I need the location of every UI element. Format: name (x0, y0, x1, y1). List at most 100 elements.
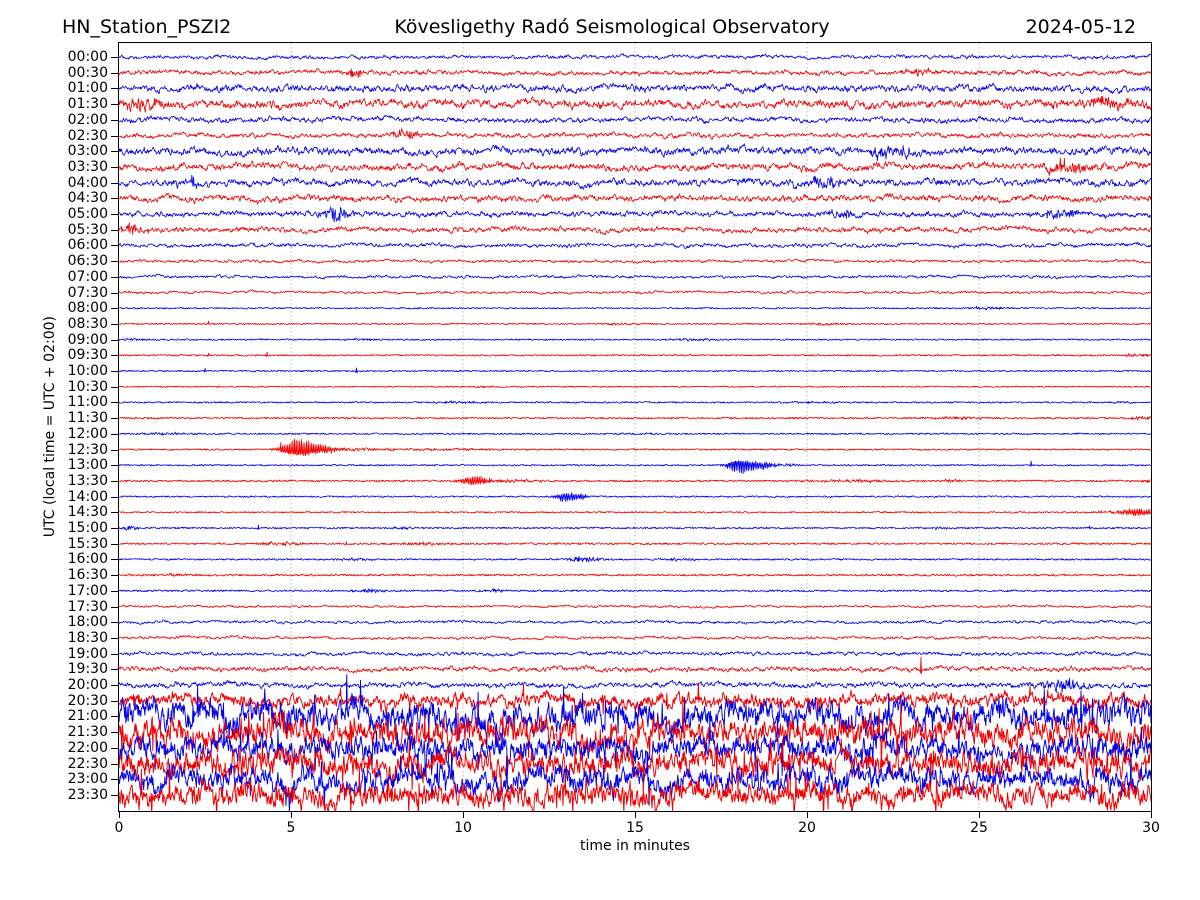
x-tick-label: 5 (286, 820, 296, 836)
time-row-label: 11:30 (67, 410, 108, 427)
y-tick-mark (111, 716, 118, 718)
time-row-label: 23:00 (67, 771, 108, 788)
time-row-label: 03:00 (67, 143, 108, 160)
y-tick-mark (111, 276, 118, 278)
time-row-label: 01:00 (67, 80, 108, 97)
observatory-title: Kövesligethy Radó Seismological Observat… (394, 16, 830, 38)
seismogram-canvas (119, 43, 1151, 811)
x-tick-mark (979, 812, 980, 818)
time-row-label: 20:30 (67, 692, 108, 709)
time-row-label: 17:00 (67, 582, 108, 599)
time-row-label: 13:00 (67, 457, 108, 474)
y-tick-mark (111, 622, 118, 624)
time-row-label: 11:00 (67, 394, 108, 411)
y-tick-mark (111, 465, 118, 467)
y-tick-mark (111, 57, 118, 58)
y-tick-mark (111, 418, 118, 420)
y-tick-mark (111, 339, 118, 341)
time-row-label: 00:00 (67, 49, 108, 65)
time-row-label: 12:00 (67, 425, 108, 442)
time-row-label: 09:00 (67, 331, 108, 348)
x-tick-mark (119, 812, 120, 818)
time-row-label: 06:30 (67, 253, 108, 270)
y-tick-mark (111, 449, 118, 451)
y-tick-mark (111, 261, 118, 263)
x-tick-mark (463, 812, 464, 818)
time-row-label: 18:30 (67, 629, 108, 646)
y-tick-mark (111, 433, 118, 435)
time-row-label: 16:30 (67, 567, 108, 584)
y-tick-mark (111, 386, 118, 388)
time-row-label: 15:30 (67, 535, 108, 552)
y-tick-mark (111, 214, 118, 215)
time-row-label: 04:30 (67, 190, 108, 207)
x-tick-mark (635, 812, 636, 818)
time-row-label: 15:00 (67, 520, 108, 536)
time-row-label: 13:30 (67, 472, 108, 489)
time-row-label: 22:00 (67, 739, 108, 756)
time-row-label: 05:30 (67, 221, 108, 238)
y-tick-mark (111, 182, 118, 184)
time-row-label: 04:00 (67, 174, 108, 191)
y-tick-mark (111, 119, 118, 121)
y-tick-mark (111, 355, 118, 357)
time-row-label: 07:30 (67, 284, 108, 301)
y-tick-mark (111, 371, 118, 372)
y-tick-mark (111, 308, 118, 310)
x-tick-mark (1151, 812, 1152, 818)
y-tick-mark (111, 528, 118, 529)
y-tick-mark (111, 88, 118, 90)
time-row-label: 06:00 (67, 237, 108, 254)
y-tick-mark (111, 480, 118, 482)
time-row-label: 17:30 (67, 598, 108, 615)
time-row-label: 14:00 (67, 488, 108, 505)
y-tick-mark (111, 245, 118, 247)
y-tick-mark (111, 590, 118, 592)
y-tick-mark (111, 794, 118, 796)
y-tick-mark (111, 402, 118, 404)
time-row-label: 21:00 (67, 708, 108, 725)
x-tick-label: 0 (114, 820, 124, 836)
time-row-label: 19:30 (67, 661, 108, 678)
y-tick-mark (111, 606, 118, 608)
y-tick-mark (111, 166, 118, 168)
y-tick-mark (111, 198, 118, 200)
time-row-label: 12:30 (67, 441, 108, 458)
time-row-label: 22:30 (67, 755, 108, 772)
plot-area (118, 42, 1152, 812)
y-tick-mark (111, 151, 118, 153)
y-tick-mark (111, 512, 118, 514)
y-tick-mark (111, 575, 118, 577)
y-tick-mark (111, 292, 118, 294)
y-tick-mark (111, 496, 118, 498)
station-title: HN_Station_PSZI2 (62, 16, 232, 38)
y-tick-mark (111, 104, 118, 106)
date-label: 2024-05-12 (1025, 16, 1136, 38)
x-tick-label: 10 (454, 820, 472, 836)
x-axis-label: time in minutes (580, 838, 690, 854)
x-tick-label: 15 (626, 820, 644, 836)
time-row-label: 02:30 (67, 127, 108, 144)
y-tick-mark (111, 732, 118, 734)
time-row-label: 03:30 (67, 158, 108, 175)
time-row-label: 08:00 (67, 300, 108, 317)
y-tick-mark (111, 559, 118, 561)
y-tick-mark (111, 229, 118, 231)
y-tick-mark (111, 747, 118, 749)
y-tick-mark (111, 700, 118, 702)
y-tick-mark (111, 779, 118, 781)
x-tick-label: 25 (970, 820, 988, 836)
y-tick-mark (111, 72, 118, 74)
time-row-label: 01:30 (67, 96, 108, 113)
time-row-label: 14:30 (67, 504, 108, 521)
x-tick-label: 20 (798, 820, 816, 836)
time-row-label: 19:00 (67, 645, 108, 662)
time-row-label: 09:30 (67, 347, 108, 364)
time-row-label: 21:30 (67, 724, 108, 741)
time-row-label: 08:30 (67, 315, 108, 332)
y-tick-mark (111, 763, 118, 765)
time-row-label: 05:00 (67, 206, 108, 222)
time-row-label: 20:00 (67, 677, 108, 693)
time-row-label: 07:00 (67, 268, 108, 285)
